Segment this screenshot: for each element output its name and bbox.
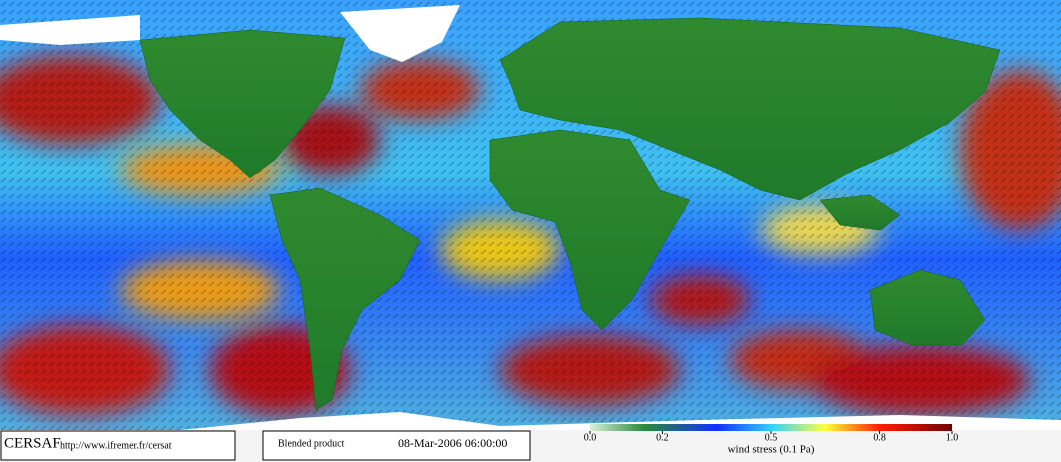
colorbar-label: wind stress (0.1 Pa) (728, 444, 815, 456)
land (139, 17, 1001, 411)
logo-box (0, 430, 236, 461)
product-box (262, 430, 531, 461)
colorbar (590, 424, 952, 431)
colorbar-tick-label: 0.2 (656, 432, 669, 443)
colorbar-tick-label: 0.8 (873, 432, 886, 443)
colorbar-tick-label: 1.0 (946, 432, 959, 443)
colorbar-tick-label: 0.0 (584, 432, 597, 443)
product: Blended product (278, 438, 345, 449)
logo: CERSAF (4, 435, 61, 451)
colorbar-tick-label: 0.5 (765, 432, 778, 443)
footer: CERSAF http://www.ifremer.fr/cersat Blen… (0, 424, 1061, 462)
url: http://www.ifremer.fr/cersat (60, 440, 172, 451)
date: 08-Mar-2006 06:00:00 (398, 436, 507, 450)
